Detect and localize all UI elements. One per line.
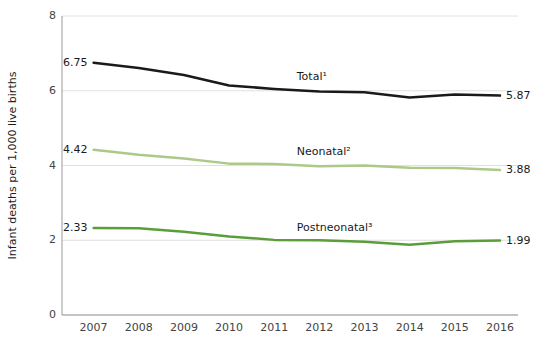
x-tick-label: 2014 xyxy=(396,321,424,334)
data-label: 2.33 xyxy=(63,221,88,234)
x-tick-label: 2015 xyxy=(441,321,469,334)
data-label: 3.88 xyxy=(506,163,530,176)
y-tick-label: 0 xyxy=(49,308,56,321)
data-label: 1.99 xyxy=(506,234,530,247)
labels: 6.75 5.87 Total¹ 4.42 3.88 Neonatal² 2.33 1.99 P… xyxy=(63,56,530,247)
lines xyxy=(94,63,500,245)
chart: 0 2 4 6 8 2007 2008 2009 2010 2011 2012 2013 2014 201… xyxy=(0,0,560,349)
y-tick-label: 4 xyxy=(49,159,56,172)
x-tick-label: 2009 xyxy=(170,321,198,334)
x-tick-label: 2016 xyxy=(486,321,514,334)
x-tick-label: 2010 xyxy=(215,321,243,334)
x-tick-label: 2011 xyxy=(260,321,288,334)
y-tick-label: 6 xyxy=(49,84,56,97)
grid-line xyxy=(62,16,518,17)
data-label: 6.75 xyxy=(63,56,88,69)
series-line xyxy=(94,63,500,98)
grid xyxy=(62,16,518,315)
x-axis xyxy=(62,315,518,316)
series-name: Neonatal² xyxy=(297,145,351,158)
y-tick-label: 2 xyxy=(49,233,56,246)
x-tick-label: 2013 xyxy=(350,321,378,334)
y-axis-label: Infant deaths per 1,000 live births xyxy=(6,71,19,259)
data-label: 5.87 xyxy=(506,89,530,102)
x-tick-label: 2008 xyxy=(125,321,153,334)
series-name: Total¹ xyxy=(296,70,327,83)
series-name: Postneonatal³ xyxy=(297,221,373,234)
data-label: 4.42 xyxy=(63,143,88,156)
x-tick-label: 2012 xyxy=(305,321,333,334)
grid-line xyxy=(62,315,518,316)
y-tick-label: 8 xyxy=(49,9,56,22)
x-tick-label: 2007 xyxy=(80,321,108,334)
